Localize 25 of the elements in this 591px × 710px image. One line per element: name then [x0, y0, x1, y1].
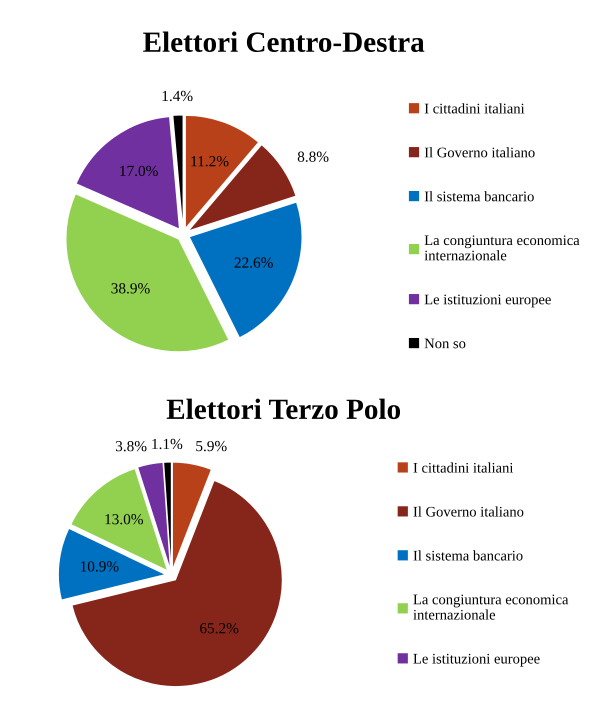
data-label: 65.2%: [200, 623, 238, 634]
legend-label: La congiuntura economica internazionale: [413, 594, 568, 620]
data-label: 1.1%: [152, 438, 182, 450]
legend-label: Il sistema bancario: [424, 191, 534, 202]
legend-label: Il Governo italiano: [424, 147, 535, 158]
legend-label: La congiuntura economica internazionale: [424, 235, 580, 260]
data-label: 3.8%: [116, 440, 146, 452]
chart-title: Elettori Terzo Polo: [166, 398, 400, 420]
data-label: 17.0%: [120, 166, 158, 176]
legend-label: Le istituzioni europee: [413, 654, 540, 667]
legend-label: Il sistema bancario: [414, 550, 523, 561]
data-label: 1.4%: [162, 90, 193, 102]
data-label: 22.6%: [234, 257, 273, 268]
data-label: 5.9%: [196, 440, 227, 452]
legend-label: Non so: [424, 338, 466, 348]
legend-label: Le istituzioni europee: [424, 294, 551, 308]
data-label: 8.8%: [298, 152, 328, 162]
legend-label: Il Governo italiano: [414, 506, 524, 517]
legend-label: I cittadini italiani: [414, 462, 514, 473]
data-label: 11.2%: [191, 156, 229, 166]
data-label: 13.0%: [105, 514, 144, 524]
legend-label: I cittadini italiani: [424, 103, 524, 114]
data-label: 10.9%: [80, 561, 119, 572]
chart-title: Elettori Centro-Destra: [143, 32, 424, 52]
data-label: 38.9%: [111, 283, 150, 294]
